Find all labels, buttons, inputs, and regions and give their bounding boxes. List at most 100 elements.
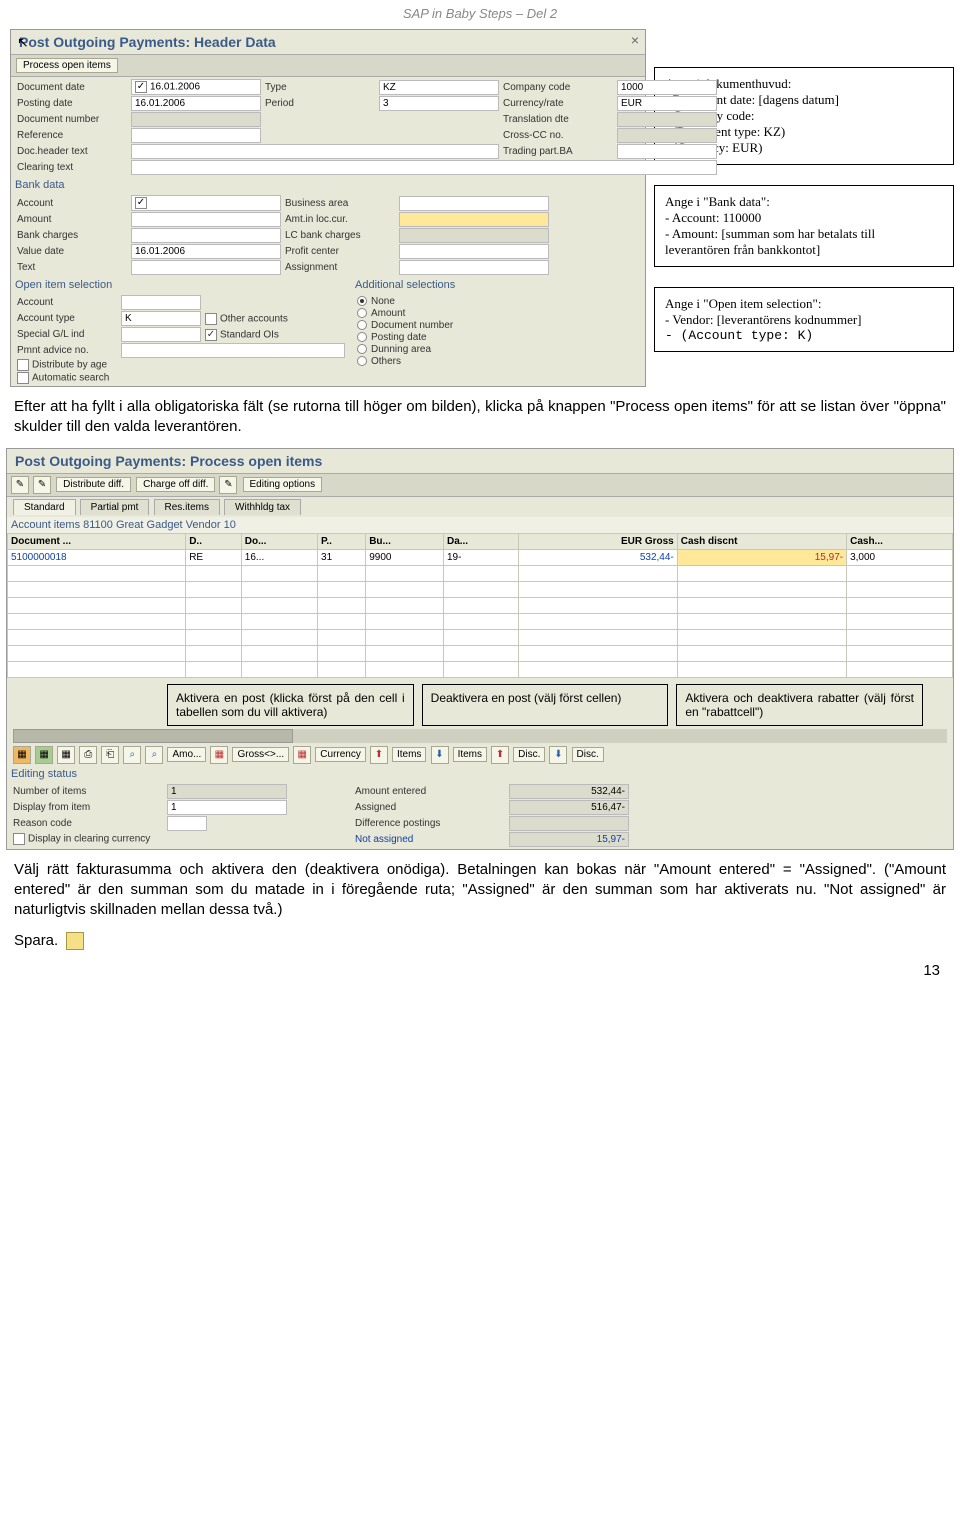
col-header[interactable]: EUR Gross (518, 533, 677, 549)
tab-partial[interactable]: Partial pmt (80, 499, 150, 515)
amount[interactable] (131, 212, 281, 227)
close-icon[interactable]: × (631, 32, 639, 48)
currency[interactable]: EUR (617, 96, 717, 111)
business-area[interactable] (399, 196, 549, 211)
clearing-text[interactable] (131, 160, 717, 175)
toolbar-gross[interactable]: Gross<>... (232, 747, 289, 762)
label: Amount entered (355, 786, 505, 797)
toolbar-disc2[interactable]: Disc. (572, 747, 604, 762)
table-row[interactable] (8, 629, 953, 645)
type-field[interactable]: KZ (379, 80, 499, 95)
other-accounts[interactable]: Other accounts (205, 313, 345, 325)
checkbox-icon[interactable] (13, 833, 25, 845)
table-row[interactable] (8, 565, 953, 581)
page-header: SAP in Baby Steps – Del 2 (0, 0, 960, 27)
display-from[interactable]: 1 (167, 800, 287, 815)
toolbar-icon[interactable]: ▦ (57, 746, 75, 764)
profit-center[interactable] (399, 244, 549, 259)
toolbar-items[interactable]: Items (392, 747, 426, 762)
toolbar-items2[interactable]: Items (453, 747, 487, 762)
table-row[interactable]: 5100000018 RE 16... 31 9900 19- 532,44- … (8, 549, 953, 565)
checkbox-icon[interactable] (205, 313, 217, 325)
toolbar-disc[interactable]: Disc. (513, 747, 545, 762)
editing-options-button[interactable]: Editing options (243, 477, 323, 492)
radio-posting[interactable]: Posting date (357, 331, 639, 343)
toolbar-icon[interactable]: ⌕ (145, 746, 163, 764)
pmnt-advice[interactable] (121, 343, 345, 358)
toolbar-currency[interactable]: Currency (315, 747, 366, 762)
table-row[interactable] (8, 645, 953, 661)
label: Posting date (17, 98, 127, 109)
radio-amount[interactable]: Amount (357, 307, 639, 319)
table-row[interactable] (8, 661, 953, 677)
save-icon[interactable] (66, 932, 84, 950)
auto-search[interactable]: Automatic search (17, 372, 345, 384)
radio-dunning[interactable]: Dunning area (357, 343, 639, 355)
display-clearing[interactable]: Display in clearing currency (13, 833, 287, 845)
label: Profit center (285, 246, 395, 257)
label: Cross-CC no. (503, 130, 613, 141)
account-type[interactable]: K (121, 311, 201, 326)
toolbar-icon[interactable]: ⬇ (431, 746, 449, 764)
icon-button[interactable]: ✎ (11, 476, 29, 494)
sgl-ind[interactable] (121, 327, 201, 342)
col-header[interactable]: Da... (443, 533, 518, 549)
checkbox-icon[interactable] (205, 329, 217, 341)
period[interactable]: 3 (379, 96, 499, 111)
table-row[interactable] (8, 613, 953, 629)
toolbar-icon[interactable]: ▦ (35, 746, 53, 764)
checkbox-icon[interactable] (17, 372, 29, 384)
distribute-diff-button[interactable]: Distribute diff. (56, 477, 131, 492)
tab-standard[interactable]: Standard (13, 499, 76, 515)
dist-by-age[interactable]: Distribute by age (17, 359, 345, 371)
col-header[interactable]: D.. (186, 533, 242, 549)
table-row[interactable] (8, 597, 953, 613)
toolbar-icon[interactable]: ▦ (210, 746, 228, 764)
toolbar-icon[interactable]: ⎗ (101, 746, 119, 764)
tab-res[interactable]: Res.items (154, 499, 220, 515)
radio-docnum[interactable]: Document number (357, 319, 639, 331)
trading-ba[interactable] (617, 144, 717, 159)
value-date[interactable]: 16.01.2006 (131, 244, 281, 259)
col-header[interactable]: Do... (241, 533, 317, 549)
col-header[interactable]: Bu... (366, 533, 444, 549)
col-header[interactable]: Document ... (8, 533, 186, 549)
toolbar-icon[interactable]: ⬆ (491, 746, 509, 764)
toolbar-icon[interactable]: ⌕ (123, 746, 141, 764)
checkbox-icon[interactable] (17, 359, 29, 371)
toolbar-icon[interactable]: ⎙ (79, 746, 97, 764)
table-row[interactable] (8, 581, 953, 597)
col-header[interactable]: P.. (318, 533, 366, 549)
radio-none[interactable]: None (357, 295, 639, 307)
radio-icon (357, 332, 367, 342)
assignment[interactable] (399, 260, 549, 275)
bank-account[interactable] (131, 195, 281, 211)
doc-date[interactable]: 16.01.2006 (131, 79, 261, 95)
doc-header-text[interactable] (131, 144, 499, 159)
cross-cc (617, 128, 717, 143)
toolbar-amo[interactable]: Amo... (167, 747, 206, 762)
reason-code[interactable] (167, 816, 207, 831)
scrollbar[interactable] (13, 729, 947, 743)
tab-withhldg[interactable]: Withhldg tax (224, 499, 301, 515)
reference[interactable] (131, 128, 261, 143)
col-header[interactable]: Cash... (847, 533, 953, 549)
toolbar-icon[interactable]: ⬆ (370, 746, 388, 764)
toolbar-icon[interactable]: ▦ (13, 746, 31, 764)
icon-button[interactable]: ✎ (219, 476, 237, 494)
standard-ois[interactable]: Standard OIs (205, 329, 345, 341)
icon-button[interactable]: ✎ (33, 476, 51, 494)
scroll-thumb[interactable] (13, 729, 293, 743)
process-open-items-button[interactable]: Process open items (16, 58, 118, 73)
charge-off-button[interactable]: Charge off diff. (136, 477, 215, 492)
company-code[interactable]: 1000 (617, 80, 717, 95)
toolbar-icon[interactable]: ⬇ (549, 746, 567, 764)
col-header[interactable]: Cash discnt (677, 533, 846, 549)
posting-date[interactable]: 16.01.2006 (131, 96, 261, 111)
open-account[interactable] (121, 295, 201, 310)
toolbar-icon[interactable]: ▦ (293, 746, 311, 764)
amt-loc-cur[interactable] (399, 212, 549, 227)
text-field[interactable] (131, 260, 281, 275)
radio-others[interactable]: Others (357, 355, 639, 367)
bank-charges[interactable] (131, 228, 281, 243)
